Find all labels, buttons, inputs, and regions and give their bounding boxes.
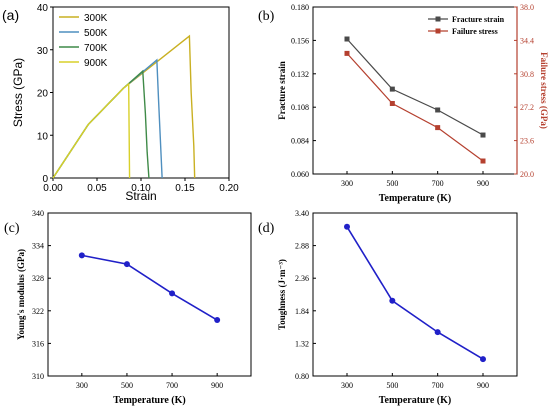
x-tick-label: 0.00: [43, 183, 63, 194]
panel-c-youngs-modulus: 300 500 700 900 310 316 322 328 334 340 Temperatur…: [4, 209, 252, 406]
y2-tick-label: 38.0: [520, 3, 534, 12]
x-tick-label: 500: [386, 381, 398, 390]
x-axis-label: Strain: [125, 189, 156, 203]
x-axis-label: Temperature (K): [379, 395, 452, 406]
x-tick-label: 0.15: [175, 183, 195, 194]
data-point: [78, 252, 85, 259]
y-tick-label: 40: [37, 3, 49, 14]
y-tick-label: 0.180: [291, 3, 309, 12]
data-point: [169, 290, 176, 297]
y-tick-label: 334: [32, 242, 44, 251]
y-tick-label: 322: [32, 307, 44, 316]
data-point: [123, 261, 130, 268]
legend-label: Fracture strain: [452, 15, 505, 24]
x-tick-label: 0.10: [131, 183, 151, 194]
panel-frame: [47, 212, 252, 377]
y-axis-label: Young's modulus (GPa): [16, 249, 26, 340]
y-tick-label: 3.40: [295, 209, 309, 218]
data-point: [480, 158, 486, 164]
x-axis-label: Temperature (K): [379, 193, 452, 204]
legend-label: 300K: [84, 13, 108, 24]
panel-frame: [312, 212, 518, 377]
legend-swatch-marker: [435, 28, 441, 34]
y-axis-label: Toughness (J·m⁻³): [277, 259, 287, 330]
y-tick-label: 328: [32, 274, 44, 283]
data-point: [344, 50, 350, 56]
y-tick-label: 310: [32, 372, 44, 381]
panel-d-toughness: 300 500 700 900 0.80 1.32 1.84 2.36 2.88 3.40 Temp…: [258, 209, 518, 406]
legend-label: Failure stress: [452, 27, 498, 36]
y-tick-label: 0.108: [291, 103, 309, 112]
y-tick-label: 1.32: [295, 339, 309, 348]
y-tick-label: 30: [37, 46, 49, 57]
data-point: [389, 86, 395, 92]
y2-tick-label: 20.0: [520, 170, 534, 179]
panel-label: (d): [258, 221, 275, 236]
panel-label: (b): [258, 9, 275, 24]
y-tick-label: 20: [37, 89, 49, 100]
y2-tick-label: 34.4: [520, 36, 534, 45]
y-tick-label: 2.36: [295, 274, 309, 283]
data-point: [344, 36, 350, 42]
series-line-900k: [52, 82, 131, 179]
y-tick-label: 316: [32, 339, 44, 348]
y-tick-label: 0.156: [291, 36, 309, 45]
x-tick-label: 500: [386, 179, 398, 188]
panel-b-fracture-failure: 300 500 700 900 0.060 0.084 0.108 0.132 0.156 0.1…: [258, 3, 549, 204]
y-axis-label: Stress (GPa): [11, 58, 25, 127]
x-tick-label: 300: [341, 179, 353, 188]
y-tick-label: 1.84: [295, 307, 309, 316]
data-point: [389, 100, 395, 106]
data-point: [435, 107, 441, 113]
data-point: [344, 223, 350, 230]
legend-label: 500K: [84, 28, 108, 39]
x-tick-label: 0.05: [87, 183, 107, 194]
series-line-700k: [52, 69, 150, 179]
x-tick-label: 500: [121, 381, 133, 390]
y-tick-label: 0.084: [291, 137, 309, 146]
x-tick-label: 300: [341, 381, 353, 390]
series-line-300k: [52, 34, 196, 179]
panel-a-stress-strain: 0.00 0.05 0.10 0.15 0.20 0 10 20 30 40 Strain Stres…: [2, 3, 239, 203]
series-line-modulus: [81, 254, 218, 321]
x-tick-label: 700: [432, 381, 444, 390]
y-axis-label: Fracture strain: [277, 61, 287, 120]
legend-label: 700K: [84, 43, 108, 54]
x-tick-label: 900: [477, 179, 489, 188]
x-tick-label: 900: [477, 381, 489, 390]
data-point: [214, 317, 221, 324]
data-point: [434, 329, 441, 336]
y-tick-label: 2.88: [295, 242, 309, 251]
x-tick-label: 700: [166, 381, 178, 390]
y-tick-label: 0.132: [291, 70, 309, 79]
data-point: [480, 356, 486, 363]
x-tick-label: 900: [211, 381, 223, 390]
y2-tick-label: 23.6: [520, 137, 534, 146]
panel-label: (c): [4, 221, 20, 236]
legend-label: 900K: [84, 58, 108, 69]
series-line-failure-stress: [346, 52, 484, 162]
legend-swatch-marker: [435, 16, 441, 22]
y-tick-label: 0.060: [291, 170, 309, 179]
y-tick-label: 0: [42, 174, 48, 185]
data-point: [389, 297, 396, 304]
panel-a-frame: [52, 6, 230, 179]
x-tick-label: 700: [432, 179, 444, 188]
panel-label: (a): [2, 7, 19, 23]
x-tick-label: 300: [76, 381, 88, 390]
data-point: [480, 132, 486, 138]
y-tick-label: 0.80: [295, 372, 309, 381]
y-tick-label: 340: [32, 209, 44, 218]
x-axis-label: Temperature (K): [113, 395, 186, 406]
y2-tick-label: 27.2: [520, 103, 534, 112]
series-line-toughness: [346, 226, 484, 360]
y2-axis-label: Failure stress (GPa): [539, 52, 549, 129]
y-tick-label: 10: [37, 131, 49, 142]
data-point: [435, 125, 441, 131]
x-tick-label: 0.20: [219, 183, 239, 194]
series-line-fracture-strain: [346, 38, 484, 136]
y2-tick-label: 30.8: [520, 70, 534, 79]
